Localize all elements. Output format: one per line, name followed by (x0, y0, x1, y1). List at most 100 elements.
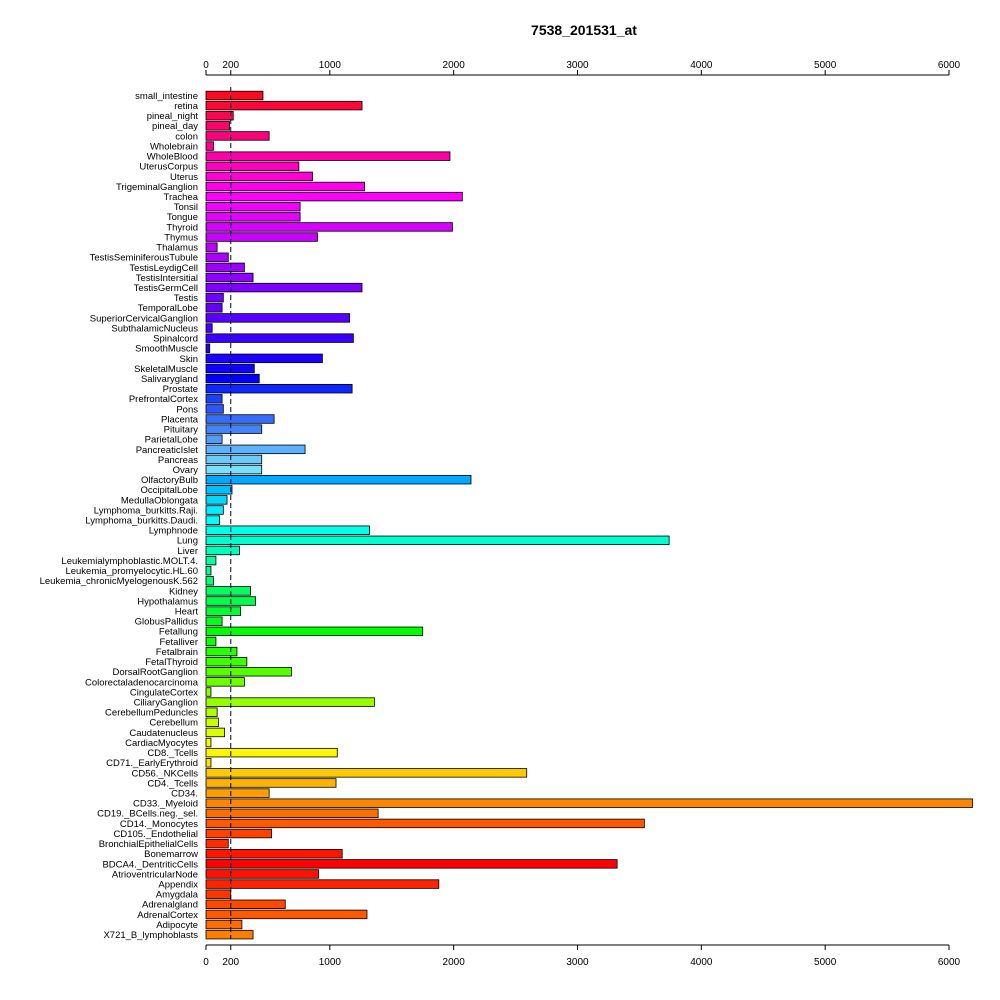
category-label: SkeletalMuscle (134, 364, 198, 375)
bar-Tonsil (205, 202, 301, 212)
bar-FetalThyroid (205, 656, 248, 667)
bottom-tick-label: 6000 (938, 957, 961, 968)
category-label: Ovary (173, 465, 199, 476)
bar-Lymphoma_burkitts.Raji. (205, 505, 224, 515)
bar-CD19._BCells.neg._sel. (205, 808, 379, 819)
bar-Leukemialymphoblastic.MOLT.4. (205, 555, 217, 566)
top-tick-label: 5000 (814, 60, 837, 71)
bar-CiliaryGanglion (205, 697, 375, 707)
category-label: Skin (180, 354, 198, 365)
bar-TestisIntersitial (205, 272, 254, 283)
bar-ParietalLobe (205, 434, 223, 444)
bar-Pancreas (205, 454, 263, 465)
category-label: Fetalliver (159, 637, 198, 648)
bar-Lymphnode (205, 525, 370, 535)
bar-X721_B_lymphoblasts (205, 929, 254, 940)
category-label: small_intestine (135, 91, 198, 102)
category-label: Hypothalamus (137, 596, 198, 607)
category-label: Wholebrain (150, 141, 198, 152)
bar-SmoothMuscle (205, 343, 211, 353)
bar-colon (205, 131, 270, 141)
category-label: colon (175, 131, 198, 142)
bar-CD8._Tcells (205, 747, 338, 758)
bottom-tick-label: 3000 (566, 957, 589, 968)
category-label: Leukemia_promyelocytic.HL.60 (65, 566, 198, 577)
bar-CD71._EarlyErythroid (205, 758, 212, 768)
bar-Amygdala (205, 889, 232, 899)
category-label: Liver (177, 546, 198, 557)
category-label: ParietalLobe (145, 435, 198, 446)
category-label: SuperiorCervicalGanglion (90, 313, 198, 324)
bar-Tongue (205, 212, 301, 222)
bar-CD105._Endothelial (205, 828, 273, 839)
category-label: MedullaOblongata (121, 495, 199, 506)
bar-Lung (205, 535, 670, 546)
category-label: OccipitalLobe (140, 485, 198, 496)
top-tick-label: 1000 (319, 60, 342, 71)
top-tick-label: 3000 (566, 60, 589, 71)
bar-TemporalLobe (205, 303, 223, 313)
bar-small_intestine (205, 90, 264, 101)
top-x-axis: 0 200 1000 2000 3000 4000 5000 6000 (203, 60, 961, 76)
category-label: CD4._Tcells (147, 778, 198, 789)
bar-OccipitalLobe (205, 485, 233, 495)
category-label: CD105._Endothelial (113, 829, 198, 840)
bar-CD14._Monocytes (205, 818, 645, 829)
category-label: Cerebellum (149, 718, 198, 729)
category-label: Appendix (158, 879, 198, 890)
category-label: Spinalcord (153, 334, 198, 345)
category-label: CiliaryGanglion (134, 698, 198, 709)
bar-Fetallung (205, 626, 424, 637)
bar-CD34. (205, 788, 270, 798)
bar-Pons (205, 404, 224, 414)
category-label: CD14._Monocytes (120, 819, 198, 830)
bar-BronchialEpithelialCells (205, 838, 229, 849)
bar-Skin (205, 353, 323, 364)
chart-title: 7538_201531_at (531, 22, 637, 38)
bars-group (205, 90, 973, 940)
top-tick-label: 4000 (690, 60, 713, 71)
category-label: BronchialEpithelialCells (99, 839, 199, 850)
bar-retina (205, 100, 363, 111)
category-label: pineal_day (152, 121, 198, 132)
bar-Lymphoma_burkitts.Daudi. (205, 515, 221, 525)
category-label: CD56._NKCells (131, 768, 198, 779)
category-label: TrigeminalGanglion (116, 182, 198, 193)
bar-Leukemia_promyelocytic.HL.60 (205, 565, 212, 576)
bar-Adipocyte (205, 919, 243, 930)
bottom-x-axis: 0 200 1000 2000 3000 4000 5000 6000 (203, 944, 961, 968)
bar-AtrioventricularNode (205, 869, 320, 879)
category-label: TemporalLobe (138, 303, 198, 314)
bar-Fetalbrain (205, 646, 238, 657)
category-label: CD71._EarlyErythroid (106, 758, 198, 769)
category-label: TestisSeminiferousTubule (90, 253, 198, 264)
bottom-tick-label: 0 (203, 957, 209, 968)
category-label: CD33._Myeloid (133, 799, 198, 810)
bar-Spinalcord (205, 333, 354, 343)
category-label: DorsalRootGanglion (112, 667, 198, 678)
bar-Thalamus (205, 242, 218, 252)
bottom-tick-label: 5000 (814, 957, 837, 968)
category-label: Lymphoma_burkitts.Daudi. (85, 516, 198, 527)
bar-CD33._Myeloid (205, 798, 973, 808)
category-label: GlobusPallidus (135, 617, 199, 628)
category-label: Tongue (167, 212, 198, 223)
category-label: Thymus (164, 232, 198, 243)
category-label: Thyroid (166, 222, 198, 233)
bar-Placenta (205, 414, 275, 424)
bar-WholeBlood (205, 151, 451, 161)
bar-CD56._NKCells (205, 768, 528, 778)
bar-CerebellumPeduncles (205, 707, 218, 717)
category-label: Caudatenucleus (129, 728, 198, 739)
category-label: Uterus (170, 172, 198, 183)
bottom-tick-label: 1000 (319, 957, 342, 968)
bar-Appendix (205, 879, 440, 889)
category-label: CD34. (171, 788, 198, 799)
category-label: PancreaticIslet (136, 445, 199, 456)
bar-pineal_day (205, 121, 230, 131)
category-label: Lymphnode (149, 526, 198, 537)
category-label: Kidney (169, 586, 198, 597)
category-label: Salivarygland (141, 374, 198, 385)
category-label: AtrioventricularNode (112, 869, 198, 880)
